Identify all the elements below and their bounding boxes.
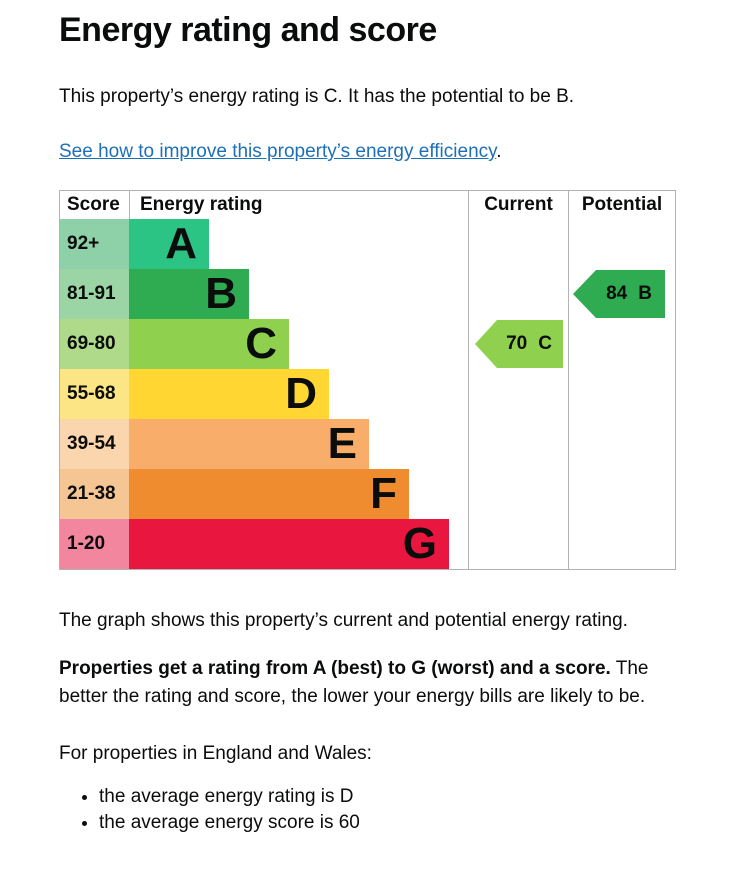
band-bar-area-d: D <box>129 369 468 419</box>
current-cell-d <box>468 369 568 419</box>
band-bar-c: C <box>129 319 289 369</box>
band-bar-area-b: B <box>129 269 468 319</box>
band-letter-a: A <box>165 219 197 268</box>
band-score-g: 1-20 <box>60 519 129 569</box>
score-column-header: Score <box>67 194 120 215</box>
intro-text: This property’s energy rating is C. It h… <box>59 86 575 107</box>
band-bar-a: A <box>129 219 209 269</box>
band-row-g: 1-20 G <box>60 519 675 569</box>
energy-rating-chart: Score Energy rating Current Potential 92… <box>59 190 676 570</box>
band-row-b: 81-91 B <box>60 269 675 319</box>
rating-explanation-bold: Properties get a rating from A (best) to… <box>59 658 611 679</box>
band-bar-area-e: E <box>129 419 468 469</box>
potential-cell-f <box>568 469 675 519</box>
chart-header-row: Score Energy rating Current Potential <box>60 191 675 219</box>
link-suffix: . <box>496 141 502 162</box>
band-row-a: 92+ A <box>60 219 675 269</box>
band-bar-d: D <box>129 369 329 419</box>
rating-explanation: Properties get a rating from A (best) to… <box>59 655 679 711</box>
average-score-item: the average energy score is 60 <box>99 810 679 836</box>
rating-explanation-rest: The better the rating and score, the low… <box>59 658 649 707</box>
band-bar-f: F <box>129 469 409 519</box>
potential-rating-letter: B <box>638 283 652 304</box>
potential-cell-g <box>568 519 675 569</box>
potential-cell-e <box>568 419 675 469</box>
band-score-e: 39-54 <box>60 419 129 469</box>
band-bar-area-g: G <box>129 519 468 569</box>
band-bar-e: E <box>129 419 369 469</box>
averages-list: the average energy rating is D the avera… <box>59 784 679 836</box>
current-cell-c <box>468 319 568 369</box>
current-cell-e <box>468 419 568 469</box>
current-cell-b <box>468 269 568 319</box>
band-score-d: 55-68 <box>60 369 129 419</box>
potential-cell-a <box>568 219 675 269</box>
link-line: See how to improve this property’s energ… <box>59 139 679 164</box>
band-score-f: 21-38 <box>60 469 129 519</box>
band-row-f: 21-38 F <box>60 469 675 519</box>
graph-caption: The graph shows this property’s current … <box>59 610 628 631</box>
potential-cell-b <box>568 269 675 319</box>
potential-cell-c <box>568 319 675 369</box>
average-rating-item: the average energy rating is D <box>99 784 679 810</box>
band-letter-d: D <box>285 369 317 418</box>
current-cell-a <box>468 219 568 269</box>
band-letter-c: C <box>245 319 277 368</box>
band-letter-e: E <box>327 419 357 468</box>
band-row-e: 39-54 E <box>60 419 675 469</box>
current-rating-value: 70 <box>506 333 528 354</box>
main-content: Energy rating and score This property’s … <box>59 10 679 836</box>
band-letter-g: G <box>402 519 437 568</box>
band-bar-g: G <box>129 519 449 569</box>
potential-rating-value: 84 <box>606 283 628 304</box>
band-bar-area-a: A <box>129 219 468 269</box>
region-line: For properties in England and Wales: <box>59 743 372 764</box>
potential-cell-d <box>568 369 675 419</box>
band-letter-b: B <box>205 269 237 318</box>
current-column-header: Current <box>468 191 568 219</box>
potential-column-header: Potential <box>568 191 675 219</box>
band-bar-area-f: F <box>129 469 468 519</box>
band-letter-f: F <box>370 469 397 518</box>
improve-efficiency-link[interactable]: See how to improve this property’s energ… <box>59 141 497 162</box>
band-score-a: 92+ <box>60 219 129 269</box>
band-score-b: 81-91 <box>60 269 129 319</box>
page-title: Energy rating and score <box>59 11 437 49</box>
band-score-c: 69-80 <box>60 319 129 369</box>
chart-body: 92+ A 81-91 B 69-80 C <box>60 219 675 569</box>
rating-column-header: Energy rating <box>129 191 468 219</box>
band-bar-area-c: C <box>129 319 468 369</box>
band-row-d: 55-68 D <box>60 369 675 419</box>
current-cell-f <box>468 469 568 519</box>
band-bar-b: B <box>129 269 249 319</box>
current-rating-letter: C <box>538 333 552 354</box>
band-row-c: 69-80 C <box>60 319 675 369</box>
current-cell-g <box>468 519 568 569</box>
